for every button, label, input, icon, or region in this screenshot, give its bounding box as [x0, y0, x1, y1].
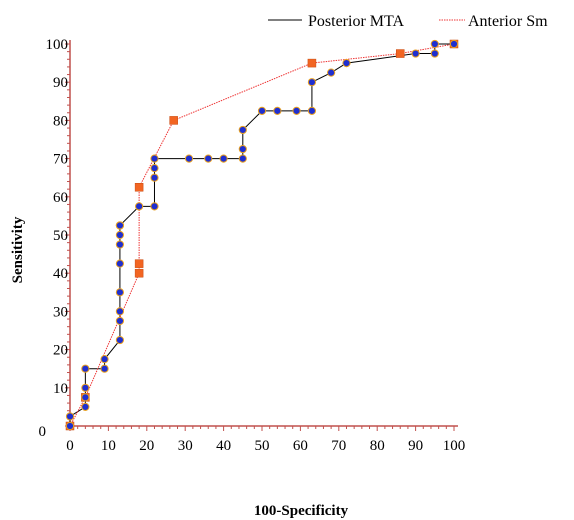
point-posterior-mta: [115, 221, 125, 230]
x-tick-label: 70: [331, 438, 346, 454]
legend-label-anterior-sm: Anterior Sm: [468, 13, 548, 30]
point-posterior-mta: [115, 335, 125, 345]
point-anterior-sm: [134, 268, 144, 278]
point-posterior-mta: [150, 154, 159, 163]
x-tick-label: 10: [101, 438, 116, 454]
y-tick-label: 30: [53, 304, 68, 320]
point-posterior-mta: [100, 364, 109, 373]
point-posterior-mta: [65, 421, 75, 431]
x-tick-label: 60: [293, 438, 308, 454]
point-posterior-mta: [81, 402, 90, 411]
axes: [69, 40, 458, 427]
point-posterior-mta: [430, 39, 439, 49]
point-posterior-mta: [115, 240, 125, 249]
point-posterior-mta: [150, 173, 159, 182]
point-posterior-mta: [292, 106, 301, 115]
point-posterior-mta: [327, 68, 336, 77]
point-posterior-mta: [65, 412, 75, 421]
x-tick-label: 30: [178, 438, 193, 454]
y-tick-label: 20: [53, 343, 68, 359]
point-anterior-sm: [307, 58, 317, 68]
point-anterior-sm: [134, 259, 144, 268]
y-tick-label: 60: [53, 190, 68, 206]
point-anterior-sm: [395, 49, 405, 58]
point-posterior-mta: [81, 393, 90, 402]
point-posterior-mta: [115, 307, 125, 316]
x-tick-label: 100: [443, 438, 466, 454]
ticks: 0 10 20 30 40 50 60 70 80 90 100 10 20 30 40 50 60 70 80 90…: [46, 37, 466, 454]
point-posterior-mta: [238, 154, 247, 163]
x-tick-label: 40: [216, 438, 231, 454]
point-posterior-mta: [135, 202, 144, 211]
x-tick-label: 50: [255, 438, 270, 454]
point-posterior-mta: [81, 383, 90, 392]
y-tick-label: 100: [46, 37, 69, 53]
y-origin-label: 0: [39, 424, 47, 440]
point-posterior-mta: [342, 59, 351, 68]
x-tick-label: 90: [408, 438, 423, 454]
legend: Posterior MTA Anterior Sm: [268, 13, 548, 30]
legend-label-posterior-mta: Posterior MTA: [308, 13, 404, 30]
point-posterior-mta: [204, 154, 213, 163]
x-tick-label: 0: [66, 438, 74, 454]
x-tick-label: 80: [370, 438, 385, 454]
y-axis-title: Sensitivity: [10, 216, 26, 283]
y-tick-label: 10: [53, 381, 68, 397]
point-posterior-mta: [115, 230, 125, 240]
point-posterior-mta: [115, 288, 125, 297]
x-axis-title: 100-Specificity: [254, 503, 349, 519]
point-posterior-mta: [238, 144, 247, 154]
x-tick-label: 20: [139, 438, 154, 454]
point-posterior-mta: [257, 106, 267, 115]
y-tick-label: 90: [53, 75, 68, 91]
point-posterior-mta: [411, 49, 420, 58]
series-line-anterior-sm: [69, 43, 455, 427]
point-posterior-mta: [238, 125, 247, 135]
point-posterior-mta: [219, 154, 228, 163]
point-posterior-mta: [184, 154, 194, 163]
series-layer: [65, 39, 459, 431]
series-line-posterior-mta: [69, 43, 454, 426]
point-posterior-mta: [115, 316, 125, 326]
point-posterior-mta: [100, 355, 109, 364]
point-posterior-mta: [273, 106, 282, 115]
point-posterior-mta: [115, 259, 125, 268]
point-posterior-mta: [150, 202, 159, 211]
y-tick-label: 40: [53, 266, 68, 282]
point-anterior-sm: [169, 116, 178, 125]
point-posterior-mta: [307, 106, 317, 115]
point-posterior-mta: [81, 364, 90, 373]
point-posterior-mta: [449, 39, 459, 49]
y-tick-label: 50: [53, 228, 68, 244]
point-posterior-mta: [430, 49, 439, 58]
y-tick-label: 80: [53, 113, 68, 129]
point-anterior-sm: [134, 183, 144, 192]
point-posterior-mta: [150, 164, 159, 173]
point-posterior-mta: [307, 78, 317, 87]
y-tick-label: 70: [53, 152, 68, 168]
